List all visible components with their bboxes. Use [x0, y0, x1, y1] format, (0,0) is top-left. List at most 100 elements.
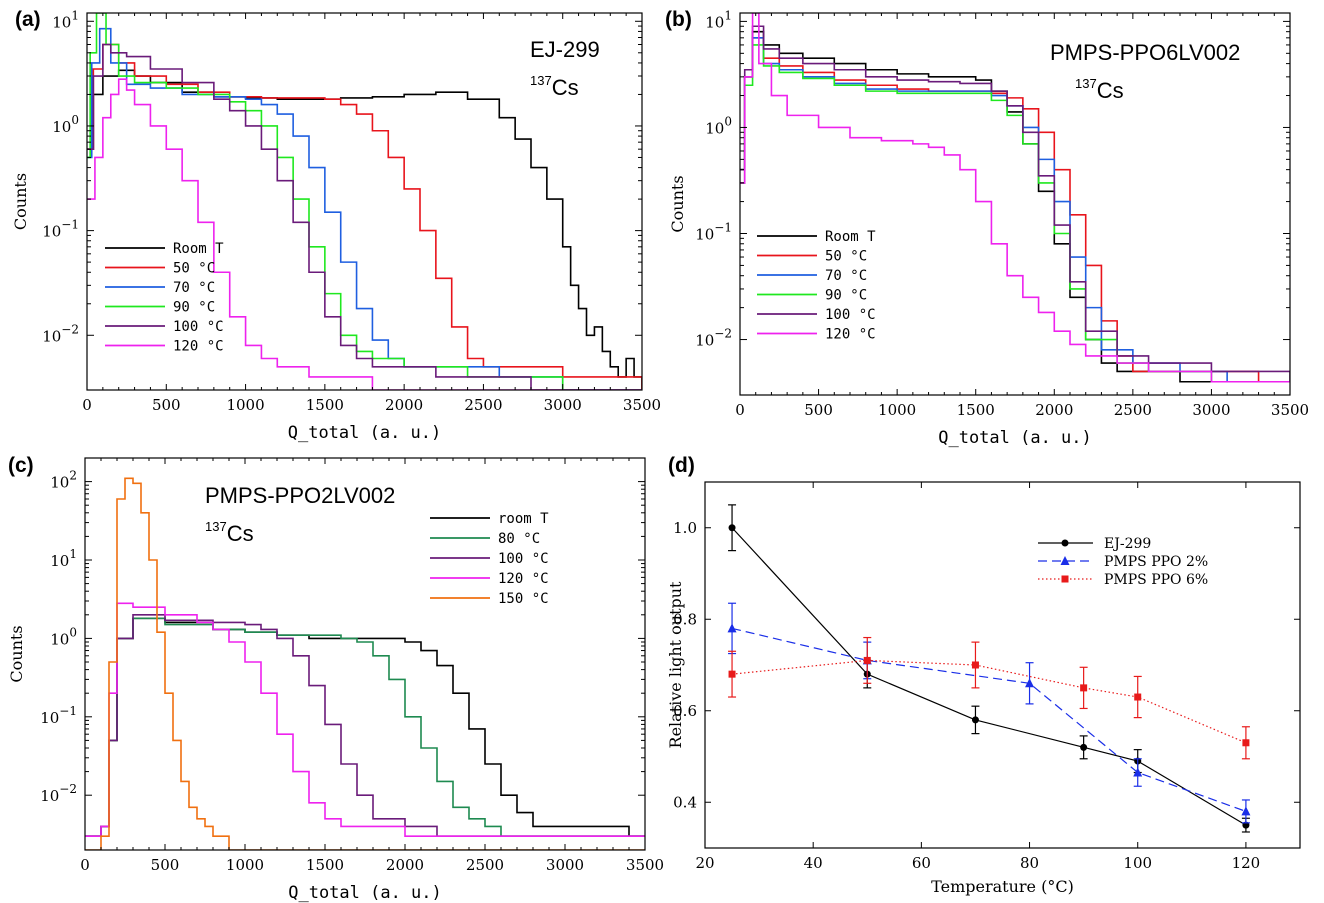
series-120-c-line: [740, 13, 1290, 383]
x-tick-label: 60: [912, 854, 931, 872]
legend-room-t-label: Room T: [825, 229, 876, 245]
x-axis-label: Temperature (°C): [931, 877, 1074, 896]
y-tick-exponent: −1: [59, 704, 77, 718]
x-tick-label: 500: [151, 856, 180, 874]
x-tick-label: 0: [735, 401, 745, 419]
y-tick-label: 0.6: [673, 702, 697, 720]
y-tick-mantissa: 10: [50, 552, 69, 570]
series-ej-299-line: [731, 527, 1247, 826]
annotation-isotope: 137Cs: [530, 73, 579, 100]
x-tick-label: 3000: [546, 856, 584, 874]
legend-90-c-label: 90 °C: [825, 288, 867, 304]
legend-100-c-label: 100 °C: [173, 319, 224, 335]
isotope-mass: 137: [530, 73, 552, 88]
legend-pmps-ppo-2--marker: [1060, 556, 1070, 565]
annotation-isotope: 137Cs: [1075, 76, 1124, 103]
y-tick-mantissa: 10: [695, 225, 714, 243]
legend-pmps-ppo-2--label: PMPS PPO 2%: [1104, 554, 1208, 570]
series-pmps-ppo-2--point: [1241, 806, 1251, 816]
legend-80-c-label: 80 °C: [498, 531, 540, 547]
series-50-c-line: [740, 37, 1290, 383]
legend-50-c-label: 50 °C: [825, 249, 867, 265]
x-tick-label: 2000: [386, 856, 424, 874]
y-axis-label: Counts: [11, 173, 30, 230]
series-100-c-line: [740, 25, 1290, 382]
x-tick-label: 2500: [1114, 401, 1152, 419]
legend-ej-299-marker: [1061, 539, 1069, 547]
annotation-sample: EJ-299: [530, 37, 600, 62]
isotope-mass: 137: [1075, 76, 1097, 91]
y-tick-exponent: −1: [61, 218, 79, 232]
plot-frame: [86, 12, 643, 391]
x-tick-label: 1000: [226, 856, 264, 874]
legend-70-c-label: 70 °C: [173, 280, 215, 296]
x-axis-label: Q_total (a. u.): [288, 423, 442, 443]
series-pmps-ppo-6--point: [971, 661, 979, 669]
series-120-c-line: [87, 78, 642, 390]
annotation-sample: PMPS-PPO2LV002: [205, 483, 395, 508]
y-tick-label: 101: [52, 8, 79, 31]
y-tick-mantissa: 10: [50, 630, 69, 648]
panel-label: (a): [15, 8, 41, 31]
y-tick-mantissa: 10: [695, 332, 714, 350]
y-tick-label: 10−2: [695, 327, 732, 350]
chart-panel-1: (a)0 500 1000 1500 2000 2500 3000 350010−210−11…: [11, 8, 661, 443]
isotope-symbol: Cs: [552, 75, 579, 100]
series-group: [85, 477, 645, 850]
x-tick-label: 100: [1123, 854, 1152, 872]
x-tick-label: 1000: [878, 401, 916, 419]
series-pmps-ppo-6--point: [728, 670, 736, 678]
annotation-sample: PMPS-PPO6LV002: [1050, 40, 1240, 65]
series-pmps-ppo-2--line: [731, 627, 1247, 812]
x-tick-label: 1000: [226, 396, 264, 414]
y-tick-exponent: −2: [59, 782, 77, 796]
x-tick-label: 0: [80, 856, 90, 874]
legend-70-c-label: 70 °C: [825, 268, 867, 284]
x-axis-label: Q_total (a. u.): [288, 883, 442, 903]
x-tick-label: 2000: [385, 396, 423, 414]
legend-room-t-label: room T: [498, 511, 549, 527]
series-ej-299-point: [728, 524, 736, 532]
series-ej-299-point: [1080, 743, 1088, 751]
legend-pmps-ppo-6--label: PMPS PPO 6%: [1104, 572, 1208, 588]
y-tick-mantissa: 10: [40, 787, 59, 805]
panel-label: (d): [668, 454, 695, 477]
y-tick-label: 10−1: [42, 218, 79, 241]
series-room-t-line: [740, 30, 1290, 383]
legend-100-c-label: 100 °C: [825, 307, 876, 323]
y-tick-label: 100: [50, 625, 77, 648]
y-tick-label: 101: [50, 547, 77, 570]
plot-frame: [84, 457, 646, 851]
y-axis-label: Counts: [7, 625, 26, 682]
y-tick-mantissa: 10: [40, 709, 59, 727]
series-group: [740, 13, 1290, 383]
y-tick-label: 0.8: [673, 610, 697, 628]
y-axis-label: Counts: [668, 175, 687, 232]
x-tick-label: 1500: [306, 396, 344, 414]
y-tick-exponent: 1: [69, 547, 77, 561]
isotope-mass: 137: [205, 519, 227, 534]
series-150-c-line: [85, 477, 645, 850]
series-room-t-line: [87, 69, 642, 390]
panel-label: (c): [8, 454, 34, 477]
series-pmps-ppo-6--point: [1134, 693, 1142, 701]
plot-frame: [739, 12, 1291, 396]
y-tick-mantissa: 10: [42, 223, 61, 241]
series-100-c-line: [85, 614, 645, 837]
y-tick-label: 102: [50, 469, 77, 492]
panel-label: (b): [665, 8, 692, 31]
series-pmps-ppo-2--point: [1025, 678, 1035, 688]
series-90-c-line: [740, 44, 1290, 383]
series-pmps-ppo-2--point: [1133, 767, 1143, 777]
y-tick-label: 101: [705, 8, 732, 31]
x-tick-label: 1500: [957, 401, 995, 419]
series-70-c-line: [740, 37, 1290, 383]
annotation-isotope: 137Cs: [205, 519, 254, 546]
x-tick-label: 3500: [626, 856, 664, 874]
y-tick-mantissa: 10: [50, 474, 69, 492]
x-tick-label: 120: [1232, 854, 1261, 872]
legend-150-c-label: 150 °C: [498, 591, 549, 607]
x-tick-label: 2500: [466, 856, 504, 874]
series-80-c-line: [85, 617, 645, 837]
